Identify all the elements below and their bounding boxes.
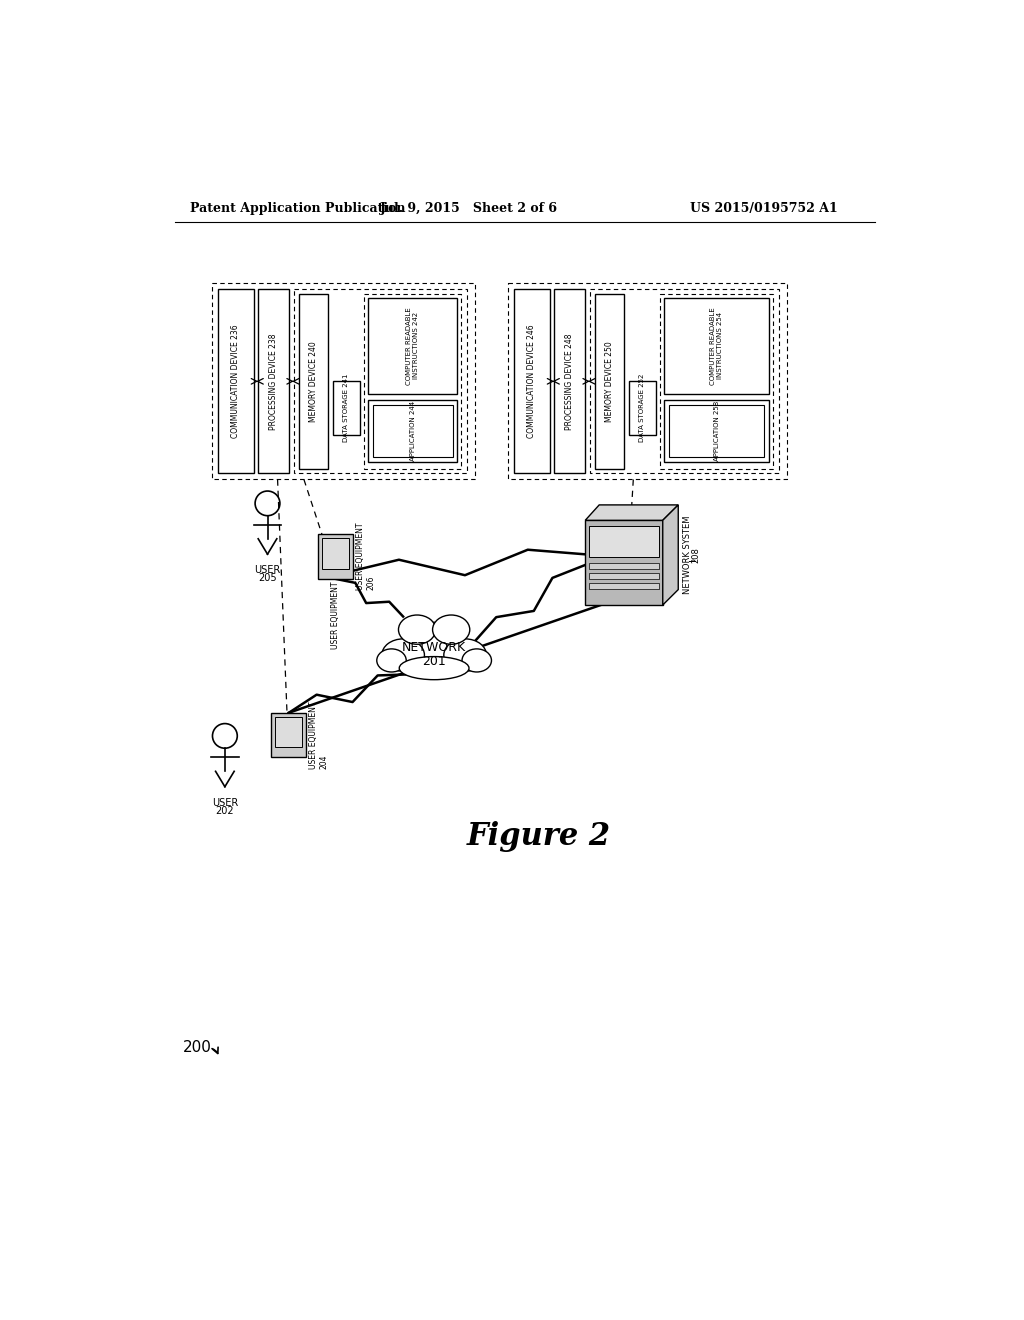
Text: USER EQUIPMENT: USER EQUIPMENT [331, 582, 340, 649]
Bar [369, 298, 458, 393]
Text: COMMUNICATION DEVICE 236: COMMUNICATION DEVICE 236 [231, 325, 241, 438]
Bar [218, 289, 254, 474]
Bar [589, 562, 658, 569]
Polygon shape [586, 506, 678, 520]
Text: USER EQUIPMENT
206: USER EQUIPMENT 206 [356, 523, 375, 590]
Text: NETWORK: NETWORK [402, 640, 466, 653]
Text: MEMORY DEVICE 240: MEMORY DEVICE 240 [308, 341, 317, 421]
Bar [212, 284, 475, 479]
Text: 202: 202 [216, 807, 234, 816]
Text: USER: USER [212, 797, 238, 808]
Text: COMPUTER READABLE
INSTRUCTIONS 242: COMPUTER READABLE INSTRUCTIONS 242 [407, 308, 419, 384]
Text: COMPUTER READABLE
INSTRUCTIONS 254: COMPUTER READABLE INSTRUCTIONS 254 [710, 308, 723, 384]
Bar [322, 539, 349, 569]
Polygon shape [663, 506, 678, 605]
Text: PROCESSING DEVICE 248: PROCESSING DEVICE 248 [565, 333, 574, 429]
Text: 208: 208 [691, 546, 700, 562]
Text: MEMORY DEVICE 250: MEMORY DEVICE 250 [605, 341, 613, 421]
Bar [586, 520, 663, 605]
Bar [369, 400, 458, 462]
Text: USER: USER [254, 565, 281, 576]
Bar [589, 527, 658, 557]
Bar [554, 289, 586, 474]
Bar [258, 289, 289, 474]
Text: Patent Application Publication: Patent Application Publication [190, 202, 406, 215]
Bar [299, 294, 328, 469]
Text: DATA STORAGE 241: DATA STORAGE 241 [343, 374, 349, 442]
Ellipse shape [398, 615, 435, 644]
Text: Jul. 9, 2015   Sheet 2 of 6: Jul. 9, 2015 Sheet 2 of 6 [380, 202, 558, 215]
Ellipse shape [382, 639, 424, 671]
Ellipse shape [403, 622, 465, 665]
Bar [589, 573, 658, 578]
Bar [317, 535, 352, 578]
Bar [590, 289, 779, 474]
Bar [508, 284, 786, 479]
Bar [669, 405, 764, 457]
Ellipse shape [399, 656, 469, 680]
Ellipse shape [462, 649, 492, 672]
Text: NETWORK SYSTEM: NETWORK SYSTEM [683, 516, 692, 594]
Text: 201: 201 [422, 655, 446, 668]
Text: Figure 2: Figure 2 [467, 821, 610, 851]
Bar [294, 289, 467, 474]
Bar [275, 717, 302, 747]
Text: 205: 205 [258, 573, 276, 583]
Text: APPLICATION 258: APPLICATION 258 [714, 401, 720, 461]
Ellipse shape [443, 639, 486, 671]
Bar [595, 294, 624, 469]
Bar [271, 713, 306, 758]
Text: DATA STORAGE 252: DATA STORAGE 252 [639, 374, 645, 442]
Bar [333, 381, 359, 434]
Bar [665, 298, 769, 393]
Text: US 2015/0195752 A1: US 2015/0195752 A1 [689, 202, 838, 215]
Text: 200: 200 [183, 1040, 212, 1055]
Ellipse shape [377, 649, 407, 672]
Bar [660, 294, 773, 469]
Text: USER EQUIPMENT
204: USER EQUIPMENT 204 [309, 701, 329, 768]
Bar [629, 381, 655, 434]
Text: COMMUNICATION DEVICE 246: COMMUNICATION DEVICE 246 [527, 325, 537, 438]
Text: APPLICATION 244: APPLICATION 244 [410, 401, 416, 461]
Bar [514, 289, 550, 474]
Text: PROCESSING DEVICE 238: PROCESSING DEVICE 238 [269, 333, 279, 429]
Bar [373, 405, 453, 457]
Bar [665, 400, 769, 462]
Bar [589, 582, 658, 589]
Ellipse shape [432, 615, 470, 644]
Bar [365, 294, 461, 469]
